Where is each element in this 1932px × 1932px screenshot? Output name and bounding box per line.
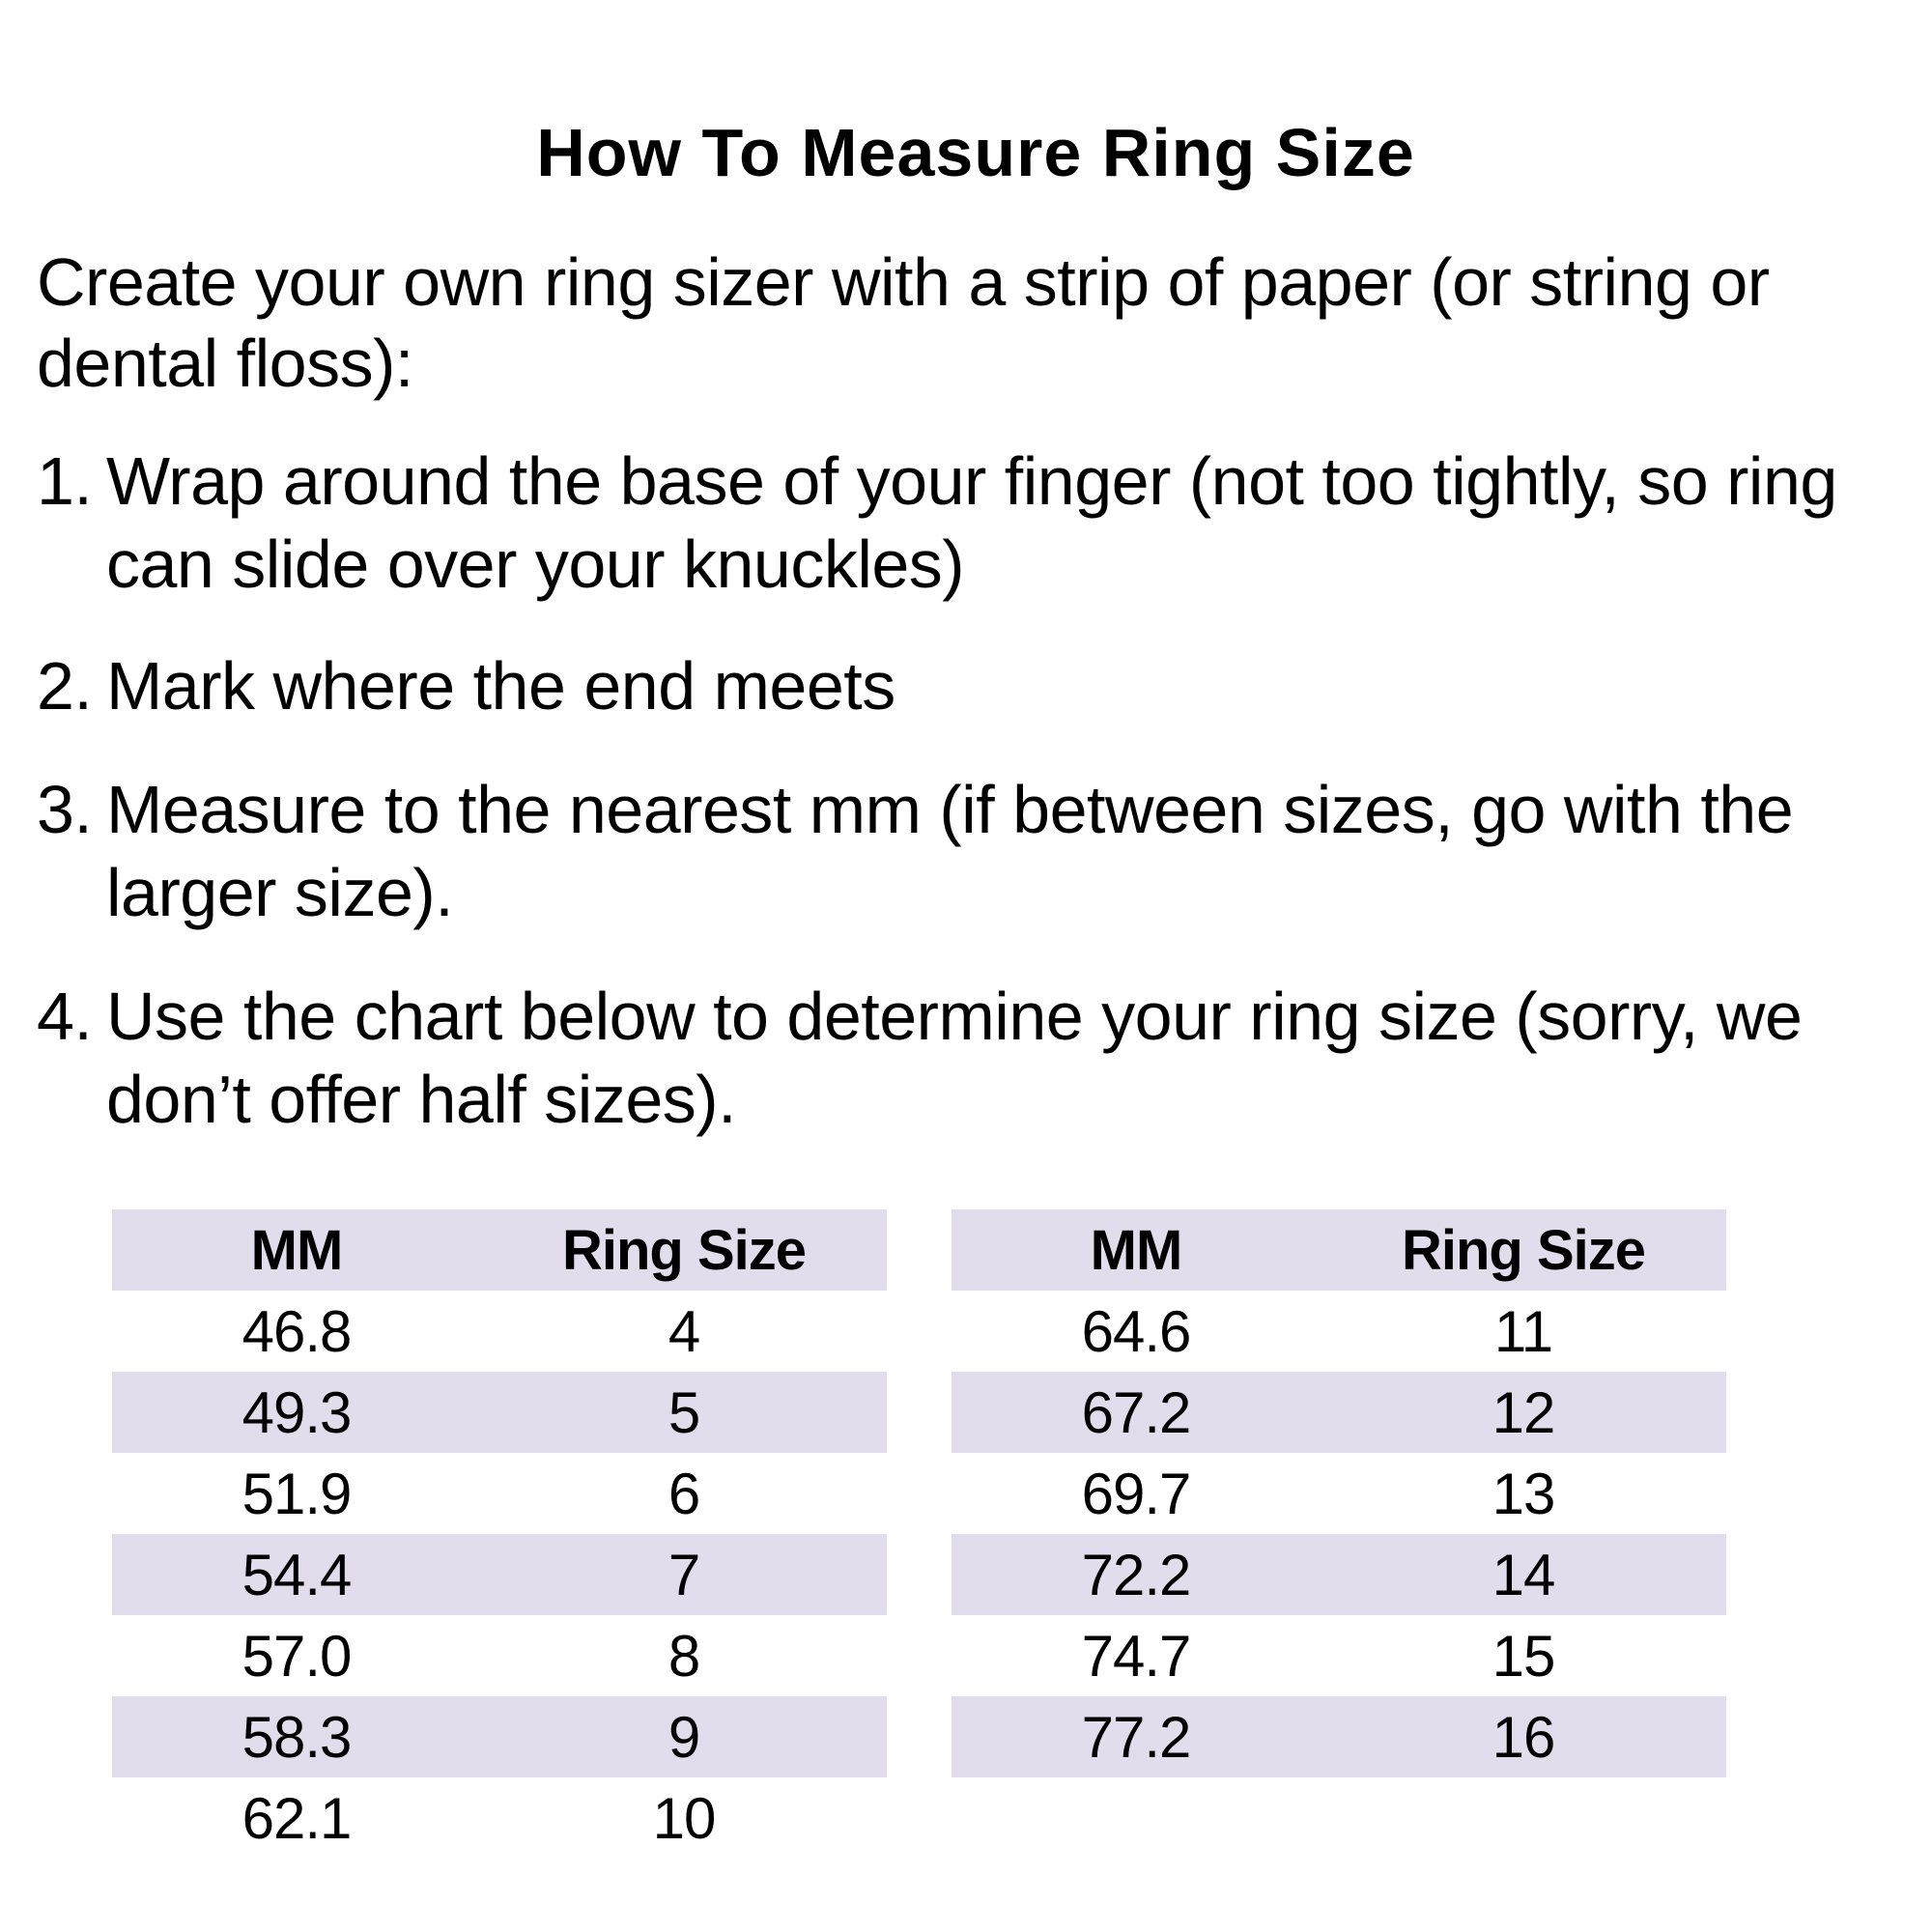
ring-size-cell: 12 xyxy=(1492,1379,1556,1445)
intro-line-2: dental floss): xyxy=(37,326,413,401)
ring-size-cell: 13 xyxy=(1492,1461,1556,1526)
mm-cell: 51.9 xyxy=(242,1461,353,1526)
table-row: 77.2 16 xyxy=(952,1696,1726,1777)
ring-size-cell: 5 xyxy=(668,1379,700,1445)
step-4: 4. Use the chart below to determine your… xyxy=(37,975,1903,1141)
table-row: 62.1 10 xyxy=(112,1777,887,1859)
step-text: Use the chart below to determine your ri… xyxy=(106,979,1803,1137)
mm-cell: 74.7 xyxy=(1081,1623,1192,1689)
step-3: 3. Measure to the nearest mm (if between… xyxy=(37,768,1893,934)
ring-size-cell: Ring Size xyxy=(1401,1218,1646,1282)
table-row: 54.4 7 xyxy=(112,1534,887,1615)
table-row: 74.7 15 xyxy=(952,1615,1726,1696)
mm-cell: 69.7 xyxy=(1081,1461,1192,1526)
table-row: 72.2 14 xyxy=(952,1534,1726,1615)
ring-size-table-right: MM Ring Size 64.6 11 67.2 12 69.7 13 72.2 14 74.7 1… xyxy=(952,1209,1726,1777)
table-row: 51.9 6 xyxy=(112,1453,887,1534)
ring-size-cell: 16 xyxy=(1492,1704,1556,1770)
mm-cell: 54.4 xyxy=(242,1542,353,1607)
table-header: MM Ring Size xyxy=(952,1209,1726,1291)
mm-cell: MM xyxy=(1090,1218,1183,1282)
intro-line-1: Create your own ring sizer with a strip … xyxy=(37,244,1770,320)
page-title: How To Measure Ring Size xyxy=(536,115,1415,190)
table-row: 64.6 11 xyxy=(952,1291,1726,1372)
step-text: Wrap around the base of your finger (not… xyxy=(106,443,1837,602)
mm-cell: 72.2 xyxy=(1081,1542,1192,1607)
mm-cell: 67.2 xyxy=(1081,1379,1192,1445)
step-text: Measure to the nearest mm (if between si… xyxy=(106,772,1794,930)
ring-size-cell: 7 xyxy=(668,1542,700,1607)
mm-cell: MM xyxy=(250,1218,344,1282)
table-row: 58.3 9 xyxy=(112,1696,887,1777)
ring-size-cell: 8 xyxy=(668,1623,700,1689)
ring-size-cell: 4 xyxy=(668,1298,700,1364)
mm-cell: 58.3 xyxy=(242,1704,353,1770)
ring-size-cell: 11 xyxy=(1493,1298,1553,1364)
mm-cell: 77.2 xyxy=(1081,1704,1192,1770)
step-number: 2. xyxy=(37,648,93,724)
table-row: 57.0 8 xyxy=(112,1615,887,1696)
step-text: Mark where the end meets xyxy=(106,648,895,724)
ring-size-cell: Ring Size xyxy=(561,1218,807,1282)
step-1: 1. Wrap around the base of your finger (… xyxy=(37,440,1932,606)
step-2: 2. Mark where the end meets xyxy=(37,644,1932,727)
ring-size-cell: 9 xyxy=(668,1704,700,1770)
mm-cell: 46.8 xyxy=(242,1298,353,1364)
mm-cell: 64.6 xyxy=(1081,1298,1192,1364)
step-number: 1. xyxy=(37,443,93,519)
step-number: 3. xyxy=(37,772,93,847)
ring-size-cell: 6 xyxy=(668,1461,700,1526)
table-row: 46.8 4 xyxy=(112,1291,887,1372)
mm-cell: 62.1 xyxy=(242,1785,353,1851)
ring-size-cell: 14 xyxy=(1492,1542,1556,1607)
table-row: 69.7 13 xyxy=(952,1453,1726,1534)
ring-size-cell: 15 xyxy=(1492,1623,1556,1689)
mm-cell: 49.3 xyxy=(242,1379,353,1445)
ring-size-table-left: MM Ring Size 46.8 4 49.3 5 51.9 6 54.4 7 57.0 8 58.3… xyxy=(112,1209,887,1859)
table-row: 67.2 12 xyxy=(952,1372,1726,1453)
table-row: 49.3 5 xyxy=(112,1372,887,1453)
ring-size-cell: 10 xyxy=(652,1785,717,1851)
mm-cell: 57.0 xyxy=(242,1623,353,1689)
table-header: MM Ring Size xyxy=(112,1209,887,1291)
step-number: 4. xyxy=(37,979,93,1054)
